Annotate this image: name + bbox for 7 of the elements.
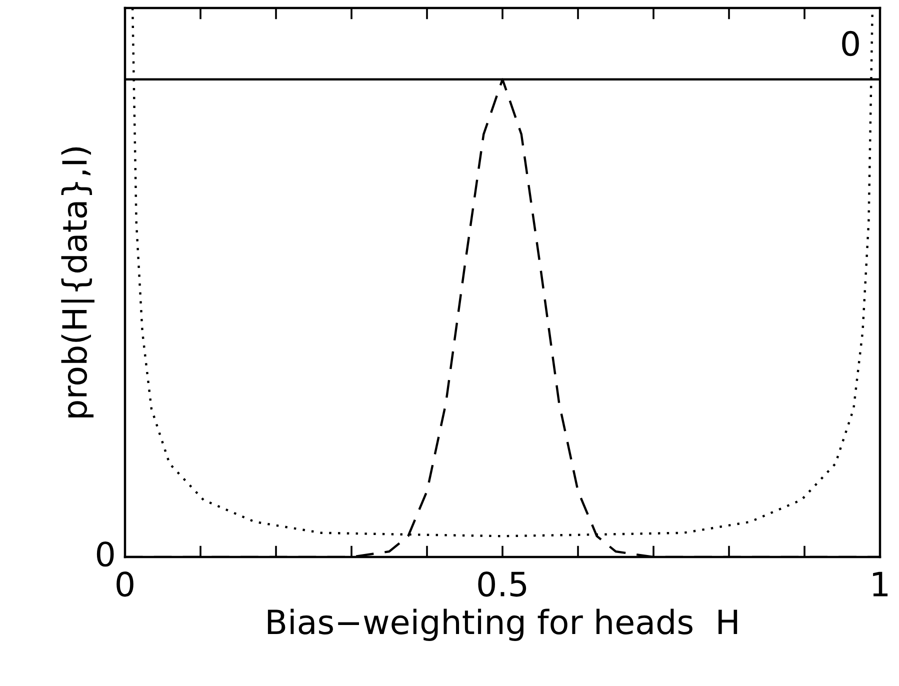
x-tick-label: 1 [873,572,888,596]
x-tick-label: 0 [116,571,134,597]
y-axis-title: prob(H|{data},I) [61,147,94,418]
x-axis-title: Bias−weighting for heads H [268,608,738,641]
annotation: 0 [842,30,859,56]
x-tick-label: 0.5 [478,571,526,597]
text: 0 [96,541,114,567]
